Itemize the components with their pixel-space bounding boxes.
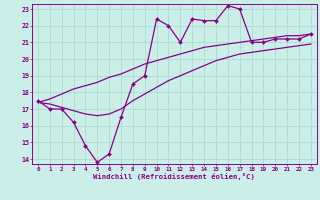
X-axis label: Windchill (Refroidissement éolien,°C): Windchill (Refroidissement éolien,°C) bbox=[93, 173, 255, 180]
